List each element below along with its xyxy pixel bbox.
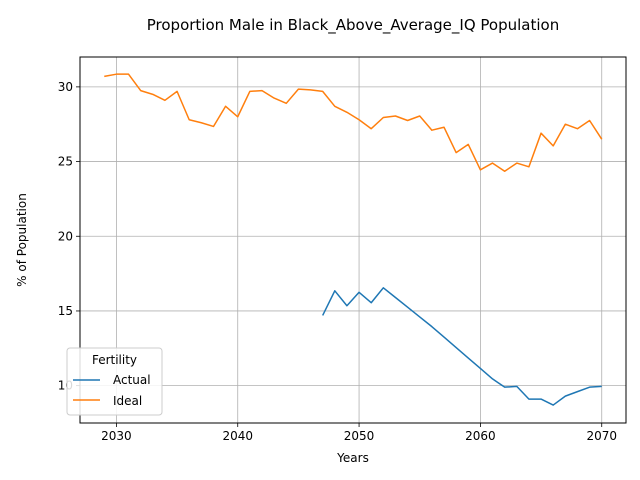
legend: Fertility Actual Ideal <box>66 347 163 416</box>
x-tick-label: 2050 <box>344 429 375 443</box>
grid <box>80 57 626 423</box>
y-tick-label: 25 <box>58 155 73 169</box>
legend-label-actual: Actual <box>113 373 151 387</box>
y-tick-label: 15 <box>58 304 73 318</box>
series-line-ideal <box>104 73 603 173</box>
legend-box <box>66 347 163 416</box>
x-tick-label: 2030 <box>101 429 132 443</box>
x-axis-label: Years <box>336 451 369 465</box>
series-line-actual <box>321 287 602 406</box>
chart-title: Proportion Male in Black_Above_Average_I… <box>147 16 559 35</box>
x-tick-label: 2060 <box>465 429 496 443</box>
y-tick-label: 30 <box>58 80 73 94</box>
legend-label-ideal: Ideal <box>113 394 142 408</box>
plot-area-frame <box>79 56 627 424</box>
series-lines <box>104 73 603 406</box>
y-axis-label: % of Population <box>15 193 29 287</box>
x-tick-label: 2040 <box>222 429 253 443</box>
x-tick-label: 2070 <box>586 429 617 443</box>
legend-title: Fertility <box>92 353 137 367</box>
y-tick-label: 20 <box>58 229 73 243</box>
